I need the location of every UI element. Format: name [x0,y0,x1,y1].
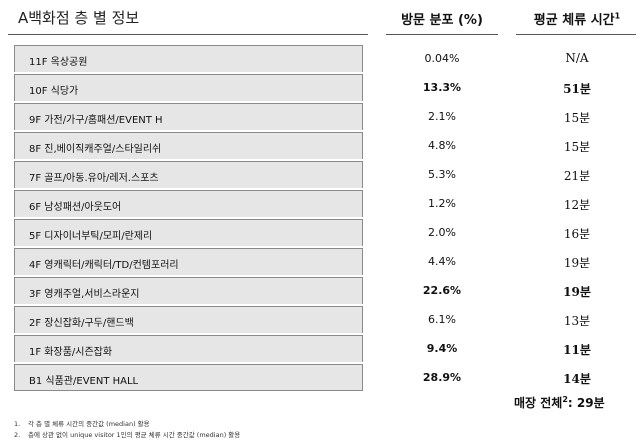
floor-cell: 4F 영캐릭터/캐릭터/TD/컨템포러리 [14,248,363,275]
footnote-marker: 2 [562,395,568,404]
table-row: 10F 식당가 13.3% 51분 [0,74,640,103]
visit-share: 22.6% [422,284,462,297]
floor-cell: 8F 진,베이직캐주얼/스타일리쉬 [14,132,363,159]
floor-label: 3F 영캐주얼,서비스라운지 [29,289,140,300]
floor-cell: 2F 장신잡화/구두/핸드백 [14,306,363,333]
column-header-visits: 방문 분포 (%) [394,9,490,28]
floor-cell: 11F 옥상공원 [14,45,363,72]
table-row: B1 식품관/EVENT HALL 28.9% 14분 [0,364,640,393]
table-row: 5F 디자이너부틱/모피/란제리 2.0% 16분 [0,219,640,248]
floor-cell: 7F 골프/아동.유아/레저.스포츠 [14,161,363,188]
floor-table: 11F 옥상공원 0.04% N/A 10F 식당가 13.3% 51분 9F 가전/가구/… [0,45,640,393]
dwell-time: 13분 [563,314,591,328]
table-row: 11F 옥상공원 0.04% N/A [0,45,640,74]
visit-share: 1.2% [428,197,456,210]
visit-share: 4.4% [428,255,456,268]
visit-share: 9.4% [426,342,458,355]
table-row: 7F 골프/아동.유아/레저.스포츠 5.3% 21분 [0,161,640,190]
footnote: 1. 각 층 별 체류 시간의 중간값 (median) 활용 [14,418,240,429]
footnote-marker: 1 [614,11,621,21]
floor-cell: 6F 남성패션/아웃도어 [14,190,363,217]
dwell-time: 15분 [563,140,591,154]
visit-share: 0.04% [424,52,460,65]
page-title: A백화점 층 별 정보 [18,9,140,27]
table-row: 8F 진,베이직캐주얼/스타일리쉬 4.8% 15분 [0,132,640,161]
visit-share: 2.1% [428,110,456,123]
floor-label: 7F 골프/아동.유아/레저.스포츠 [29,173,159,184]
visit-share: 28.9% [422,371,462,384]
dwell-time: 11분 [563,343,591,357]
dwell-time: 21분 [563,169,591,183]
floor-label: 1F 화장품/시즌잡화 [29,347,113,358]
store-total-value: : 29분 [567,396,605,410]
store-total: 매장 전체2: 29분 [514,394,605,411]
visit-share: 4.8% [428,139,456,152]
visits-underline [386,34,498,35]
column-header-time: 평균 체류 시간1 [522,9,632,28]
table-row: 2F 장신잡화/구두/핸드백 6.1% 13분 [0,306,640,335]
table-row: 6F 남성패션/아웃도어 1.2% 12분 [0,190,640,219]
footnote-text: 층에 상관 없이 unique visitor 1인의 평균 체류 시간 중간값… [28,431,241,439]
dwell-time: 16분 [563,227,591,241]
floor-label: 11F 옥상공원 [29,57,88,68]
dwell-time: N/A [565,51,589,65]
footnote-number: 1. [14,420,21,428]
visit-share: 2.0% [428,226,456,239]
dwell-time: 14분 [563,372,591,386]
column-header-time-label: 평균 체류 시간 [533,13,615,28]
floor-label: 10F 식당가 [29,86,79,97]
visit-share: 6.1% [428,313,456,326]
floor-label: B1 식품관/EVENT HALL [29,376,139,387]
floor-cell: 1F 화장품/시즌잡화 [14,335,363,362]
dwell-time: 19분 [563,285,591,299]
floor-label: 8F 진,베이직캐주얼/스타일리쉬 [29,144,162,155]
title-underline [8,34,368,35]
footnote: 2. 층에 상관 없이 unique visitor 1인의 평균 체류 시간 중… [14,429,240,440]
footnotes: 1. 각 층 별 체류 시간의 중간값 (median) 활용 2. 층에 상관 없이… [14,418,240,440]
footnote-number: 2. [14,431,21,439]
floor-cell: B1 식품관/EVENT HALL [14,364,363,391]
table-row: 9F 가전/가구/홈패션/EVENT H 2.1% 15분 [0,103,640,132]
visit-share: 5.3% [428,168,456,181]
dwell-time: 12분 [563,198,591,212]
floor-label: 2F 장신잡화/구두/핸드백 [29,318,134,329]
floor-label: 6F 남성패션/아웃도어 [29,202,122,213]
column-header-visits-label: 방문 분포 (%) [401,13,483,28]
floor-cell: 10F 식당가 [14,74,363,101]
table-row: 3F 영캐주얼,서비스라운지 22.6% 19분 [0,277,640,306]
dwell-time: 19분 [563,256,591,270]
time-underline [516,34,636,35]
floor-cell: 9F 가전/가구/홈패션/EVENT H [14,103,363,130]
dwell-time: 15분 [563,111,591,125]
floor-label: 9F 가전/가구/홈패션/EVENT H [29,115,163,126]
store-total-label: 매장 전체 [514,396,563,410]
visit-share: 13.3% [422,81,462,94]
table-row: 4F 영캐릭터/캐릭터/TD/컨템포러리 4.4% 19분 [0,248,640,277]
floor-label: 4F 영캐릭터/캐릭터/TD/컨템포러리 [29,260,179,271]
dwell-time: 51분 [563,82,591,96]
table-row: 1F 화장품/시즌잡화 9.4% 11분 [0,335,640,364]
floor-cell: 3F 영캐주얼,서비스라운지 [14,277,363,304]
footnote-text: 각 층 별 체류 시간의 중간값 (median) 활용 [28,420,150,428]
floor-cell: 5F 디자이너부틱/모피/란제리 [14,219,363,246]
floor-label: 5F 디자이너부틱/모피/란제리 [29,231,153,242]
table-header: A백화점 층 별 정보 방문 분포 (%) 평균 체류 시간1 [0,0,640,38]
